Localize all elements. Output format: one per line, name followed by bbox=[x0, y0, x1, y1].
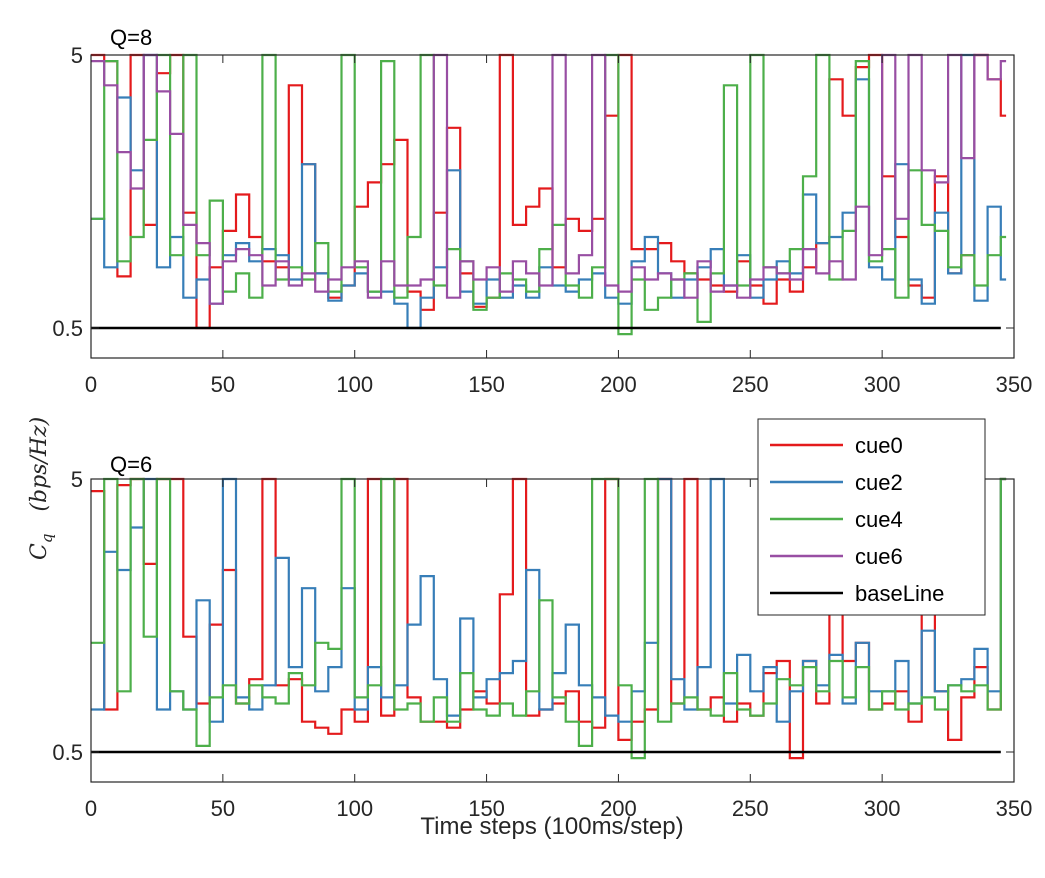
legend-label-cue6: cue6 bbox=[855, 544, 903, 569]
panel-q8-x-tick-label-0: 0 bbox=[85, 372, 97, 397]
panel-q8-ticks: 0 50 100 150 200 250 300 350 0.5 5 bbox=[52, 43, 1032, 397]
panel-q6-x-tick-label-100: 100 bbox=[336, 796, 373, 821]
panel-q6-ticks: 0 50 100 150 200 250 300 350 0.5 5 bbox=[52, 467, 1032, 821]
panel-q6-x-tick-label-350: 350 bbox=[996, 796, 1033, 821]
panel-q6-x-tick-label-300: 300 bbox=[864, 796, 901, 821]
panel-q6-axes-box bbox=[90, 478, 1015, 783]
legend-label-baseLine: baseLine bbox=[855, 581, 944, 606]
legend-box bbox=[757, 418, 986, 616]
svg-text:Cq(bps/Hz): Cq (bps/Hz) bbox=[27, 417, 56, 560]
panel-q8-x-tick-label-250: 250 bbox=[732, 372, 769, 397]
panel-q6-series bbox=[91, 477, 1007, 760]
panel-q6-title: Q=6 bbox=[110, 452, 152, 477]
panel-q8-x-tick-label-150: 150 bbox=[468, 372, 505, 397]
panel-q6-x-tick-label-0: 0 bbox=[85, 796, 97, 821]
panel-q6: 0 50 100 150 200 250 300 350 0.5 5 Q=6 bbox=[52, 452, 1032, 821]
panel-q8-x-tick-label-300: 300 bbox=[864, 372, 901, 397]
panel-q6-series-cue4 bbox=[91, 477, 1007, 760]
legend: cue0 cue2 cue4 cue6 baseLine bbox=[757, 418, 986, 616]
panel-q8-x-tick-label-50: 50 bbox=[211, 372, 235, 397]
legend-items: cue0 cue2 cue4 cue6 baseLine bbox=[770, 433, 944, 606]
y-axis-label-subscript: q bbox=[38, 534, 56, 544]
panel-q8: 0 50 100 150 200 250 300 350 0.5 5 Q=8 bbox=[52, 25, 1032, 397]
panel-q6-x-tick-label-200: 200 bbox=[600, 796, 637, 821]
panel-q6-y-tick-label-0: 0.5 bbox=[52, 740, 83, 765]
panel-q8-x-tick-label-100: 100 bbox=[336, 372, 373, 397]
x-axis-title: Time steps (100ms/step) bbox=[420, 813, 683, 840]
panel-q8-y-tick-label-0: 0.5 bbox=[52, 316, 83, 341]
legend-label-cue0: cue0 bbox=[855, 433, 903, 458]
y-axis-label-symbol: C bbox=[27, 543, 52, 560]
y-axis-label-units: (bps/Hz) bbox=[27, 417, 52, 512]
panel-q8-x-tick-label-350: 350 bbox=[996, 372, 1033, 397]
panel-q6-y-tick-label-1: 5 bbox=[71, 467, 83, 492]
panel-q8-x-tick-label-200: 200 bbox=[600, 372, 637, 397]
panel-q6-x-tick-label-50: 50 bbox=[211, 796, 235, 821]
legend-label-cue4: cue4 bbox=[855, 507, 903, 532]
panel-q8-title: Q=8 bbox=[110, 25, 152, 50]
y-axis-label: Cq (bps/Hz) bbox=[27, 417, 56, 560]
panel-q6-x-tick-label-150: 150 bbox=[468, 796, 505, 821]
panel-q8-y-tick-label-1: 5 bbox=[71, 43, 83, 68]
panel-q6-x-tick-label-250: 250 bbox=[732, 796, 769, 821]
legend-label-cue2: cue2 bbox=[855, 470, 903, 495]
panel-q8-axes-box bbox=[90, 54, 1015, 359]
